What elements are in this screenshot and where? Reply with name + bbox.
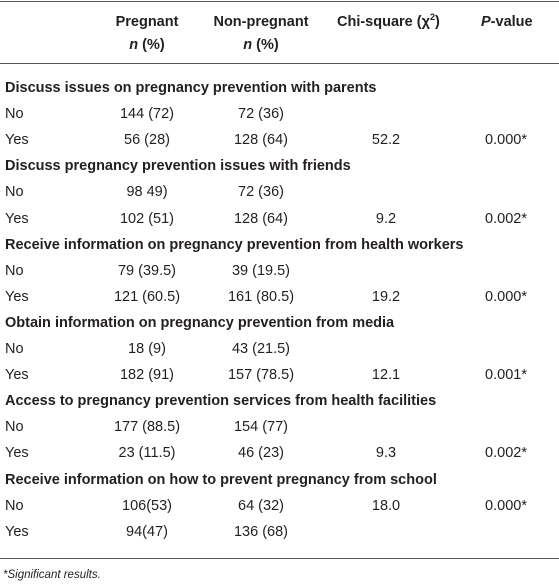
cell: 0.002* — [485, 445, 527, 462]
cell: 98 49) — [126, 184, 168, 201]
cell: 0.000* — [485, 288, 527, 305]
cell: 121 (60.5) — [113, 288, 181, 305]
cell: 46 (23) — [238, 445, 284, 462]
cell: 0.001* — [485, 367, 527, 384]
top-rule — [0, 1, 559, 2]
cell: 72 (36) — [238, 184, 284, 201]
cell: 182 (91) — [119, 367, 175, 384]
cell: 72 (36) — [238, 106, 284, 123]
footnote: *Significant results. — [3, 569, 101, 581]
header-text: -value — [490, 14, 533, 30]
row-label: Yes — [5, 132, 29, 149]
section-title: Receive information on how to prevent pr… — [5, 471, 437, 488]
header-cell: Non-pregnant — [213, 14, 309, 30]
cell: 161 (80.5) — [227, 288, 295, 305]
row-label: No — [5, 184, 24, 201]
cell: 157 (78.5) — [227, 367, 295, 384]
cell: 12.1 — [371, 367, 401, 384]
row-label: Yes — [5, 523, 29, 540]
cell: 0.002* — [485, 210, 527, 227]
header-sup: 2 — [429, 12, 435, 23]
cell: 0.000* — [485, 497, 527, 514]
section-title: Discuss issues on pregnancy prevention w… — [5, 80, 377, 96]
header-text: (%) — [252, 37, 279, 53]
cell: 64 (32) — [238, 497, 284, 514]
row-label: Yes — [5, 210, 29, 227]
bottom-rule — [0, 558, 559, 559]
cell: 23 (11.5) — [118, 445, 176, 462]
cell: 43 (21.5) — [231, 341, 291, 357]
cell: 18.0 — [371, 497, 401, 514]
row-label: No — [5, 341, 24, 357]
header-cell: Pregnant — [115, 14, 179, 30]
row-label: No — [5, 262, 24, 279]
row-label: No — [5, 497, 24, 514]
row-label: No — [5, 419, 24, 436]
cell: 177 (88.5) — [113, 419, 181, 436]
header-text: ) — [434, 14, 440, 30]
cell: 128 (64) — [233, 132, 289, 149]
header-rule — [0, 63, 559, 64]
header-italic: P — [481, 14, 491, 30]
header-cell: n (%) — [243, 36, 278, 54]
cell: 144 (72) — [119, 106, 175, 123]
cell: 128 (64) — [233, 210, 289, 227]
cell: 94(47) — [126, 523, 168, 540]
header-text: (%) — [138, 37, 165, 53]
cell: 136 (68) — [233, 523, 289, 540]
cell: 0.000* — [485, 132, 527, 149]
row-label: Yes — [5, 367, 29, 384]
cell: 56 (28) — [124, 132, 170, 149]
section-title: Receive information on pregnancy prevent… — [5, 236, 464, 253]
header-cell: Chi-square (χ2) — [337, 13, 440, 31]
row-label: No — [5, 106, 24, 123]
section-title: Obtain information on pregnancy preventi… — [5, 314, 395, 331]
cell: 106(53) — [122, 497, 172, 514]
cell: 18 (9) — [128, 341, 166, 357]
section-title: Discuss pregnancy prevention issues with… — [5, 158, 351, 175]
header-italic: n — [243, 37, 253, 53]
cell: 102 (51) — [119, 210, 175, 227]
cell: 154 (77) — [233, 419, 289, 436]
cell: 39 (19.5) — [231, 262, 291, 279]
cell: 79 (39.5) — [117, 262, 177, 279]
cell: 19.2 — [371, 288, 401, 305]
row-label: Yes — [5, 288, 29, 305]
header-text: Chi-square (χ — [337, 14, 430, 30]
cell: 52.2 — [371, 132, 401, 149]
cell: 9.3 — [375, 445, 397, 462]
section-title: Access to pregnancy prevention services … — [5, 393, 437, 410]
row-label: Yes — [5, 445, 29, 462]
header-cell: P-value — [481, 13, 533, 31]
cell: 9.2 — [375, 210, 397, 227]
header-italic: n — [129, 37, 139, 53]
header-cell: n (%) — [129, 36, 164, 54]
